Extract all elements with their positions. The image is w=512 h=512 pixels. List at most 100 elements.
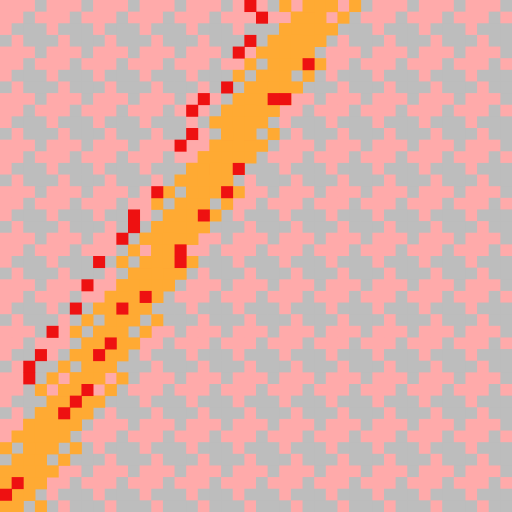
floor-tile — [442, 197, 455, 210]
floor-tile — [197, 0, 210, 13]
floor-tile — [314, 290, 327, 303]
floor-tile — [314, 128, 327, 141]
floor-tile — [221, 314, 234, 327]
floor-tile — [279, 384, 292, 397]
floor-tile — [58, 81, 71, 94]
floor-tile — [232, 488, 245, 501]
floor-tile — [372, 11, 385, 24]
floor-tile — [186, 279, 199, 292]
floor-tile — [488, 500, 501, 512]
floor-tile — [104, 430, 117, 443]
floor-tile — [395, 302, 408, 315]
floor-tile — [430, 302, 443, 315]
floor-tile — [337, 256, 350, 269]
floor-tile — [349, 314, 362, 327]
floor-tile — [81, 488, 94, 501]
floor-tile — [372, 116, 385, 129]
floor-tile — [209, 69, 222, 82]
floor-tile — [69, 256, 82, 269]
floor-tile — [209, 314, 222, 327]
floor-tile — [302, 279, 315, 292]
floor-tile — [372, 81, 385, 94]
floor-tile — [151, 81, 164, 94]
floor-tile — [442, 442, 455, 455]
path-tile — [232, 69, 245, 82]
floor-tile — [93, 442, 106, 455]
floor-tile — [93, 116, 106, 129]
floor-tile — [0, 418, 13, 431]
floor-tile — [453, 116, 466, 129]
floor-tile — [418, 349, 431, 362]
floor-tile — [128, 395, 141, 408]
floor-tile — [162, 465, 175, 478]
floor-tile — [0, 197, 13, 210]
floor-tile — [360, 314, 373, 327]
path-tile — [11, 500, 24, 512]
floor-tile — [116, 69, 129, 82]
floor-tile — [302, 349, 315, 362]
floor-tile — [221, 372, 234, 385]
floor-tile — [256, 244, 269, 257]
floor-tile — [34, 337, 47, 350]
floor-tile — [360, 197, 373, 210]
floor-tile — [244, 46, 257, 59]
floor-tile — [267, 337, 280, 350]
floor-tile — [34, 104, 47, 117]
floor-tile — [162, 314, 175, 327]
path-tile — [34, 500, 47, 512]
floor-tile — [430, 81, 443, 94]
floor-tile — [11, 232, 24, 245]
path-tile — [69, 418, 82, 431]
floor-tile — [384, 418, 397, 431]
floor-tile — [430, 69, 443, 82]
floor-tile — [151, 442, 164, 455]
floor-tile — [418, 256, 431, 269]
floor-tile — [232, 465, 245, 478]
path-tile — [314, 23, 327, 36]
floor-tile — [500, 384, 512, 397]
floor-tile — [11, 151, 24, 164]
floor-tile — [325, 162, 338, 175]
floor-tile — [232, 430, 245, 443]
floor-tile — [453, 232, 466, 245]
floor-tile — [372, 162, 385, 175]
floor-tile — [360, 395, 373, 408]
floor-tile — [244, 453, 257, 466]
floor-tile — [23, 186, 36, 199]
floor-tile — [465, 500, 478, 512]
floor-tile — [314, 209, 327, 222]
floor-tile — [104, 139, 117, 152]
floor-tile — [174, 0, 187, 13]
floor-tile — [465, 0, 478, 13]
floor-tile — [139, 69, 152, 82]
floor-tile — [290, 418, 303, 431]
path-tile — [244, 93, 257, 106]
floor-tile — [34, 256, 47, 269]
floor-tile — [407, 69, 420, 82]
floor-tile — [69, 267, 82, 280]
floor-tile — [23, 267, 36, 280]
floor-tile — [256, 0, 269, 13]
floor-tile — [477, 221, 490, 234]
floor-tile — [81, 0, 94, 13]
floor-tile — [93, 81, 106, 94]
floor-tile — [488, 349, 501, 362]
floor-tile — [314, 69, 327, 82]
floor-tile — [290, 151, 303, 164]
floor-tile — [139, 93, 152, 106]
floor-tile — [337, 58, 350, 71]
floor-tile — [116, 267, 129, 280]
floor-tile — [325, 139, 338, 152]
floor-tile — [430, 46, 443, 59]
floor-tile — [58, 465, 71, 478]
path-tile — [267, 46, 280, 59]
floor-tile — [209, 81, 222, 94]
floor-tile — [174, 384, 187, 397]
floor-tile — [430, 314, 443, 327]
floor-tile — [23, 314, 36, 327]
path-tile — [23, 453, 36, 466]
floor-tile — [453, 395, 466, 408]
floor-tile — [256, 500, 269, 512]
floor-tile — [465, 395, 478, 408]
